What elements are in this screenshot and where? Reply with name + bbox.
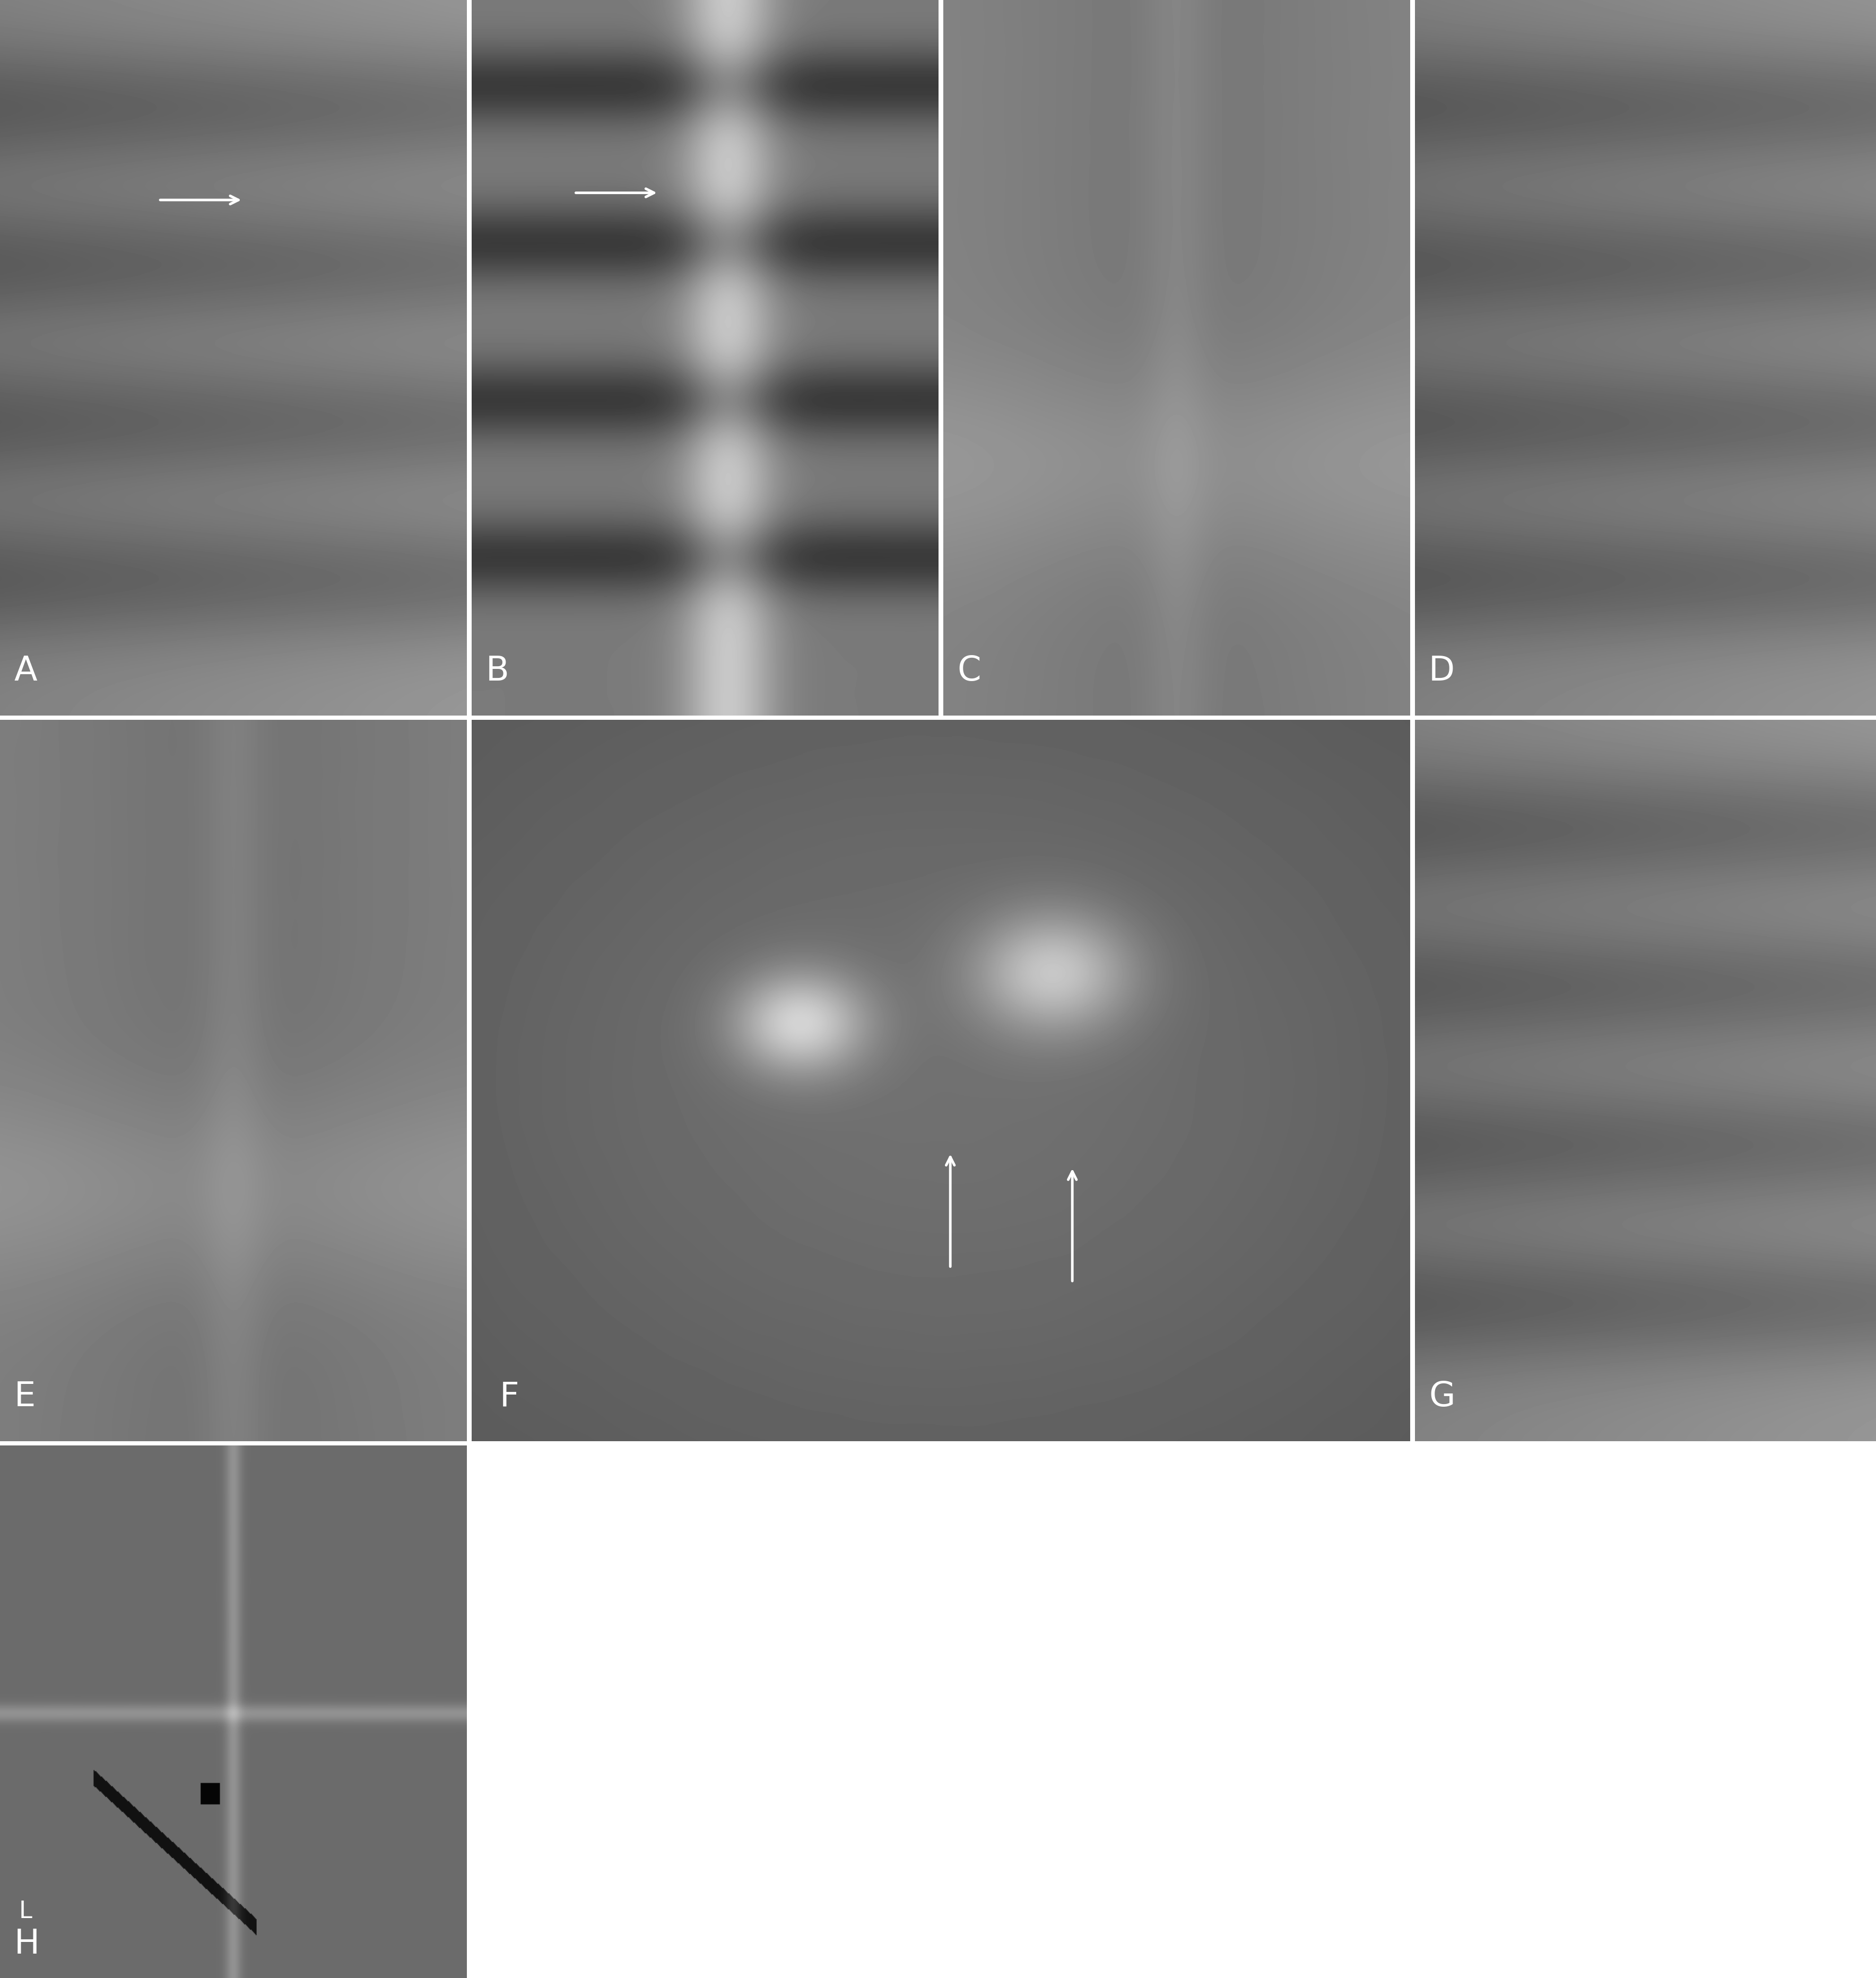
Text: C: C xyxy=(957,655,981,686)
Text: F: F xyxy=(499,1379,520,1412)
Text: E: E xyxy=(13,1379,36,1412)
Text: L: L xyxy=(19,1899,32,1923)
Text: G: G xyxy=(1428,1379,1454,1412)
Text: B: B xyxy=(486,655,508,686)
Text: A: A xyxy=(13,655,38,686)
Text: H: H xyxy=(13,1927,39,1960)
Text: D: D xyxy=(1428,655,1454,686)
